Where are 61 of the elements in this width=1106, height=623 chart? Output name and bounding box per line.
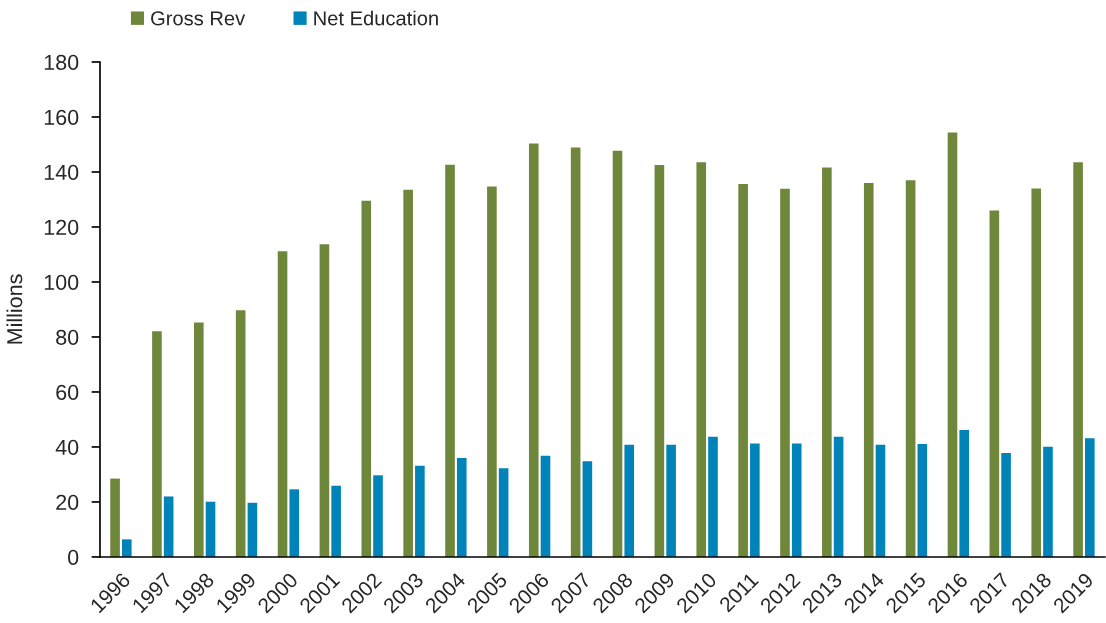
bar bbox=[1085, 438, 1095, 557]
bar bbox=[822, 167, 832, 557]
bar bbox=[277, 251, 288, 557]
y-tick-label: 60 bbox=[56, 384, 79, 400]
bar bbox=[791, 443, 802, 557]
bar bbox=[612, 150, 623, 557]
bar bbox=[528, 143, 539, 557]
y-axis-title: Millions bbox=[6, 274, 23, 344]
bar bbox=[235, 310, 246, 557]
bar bbox=[205, 501, 216, 557]
y-tick-label: 20 bbox=[56, 494, 79, 510]
y-tick-label: 160 bbox=[44, 109, 79, 125]
legend-label: Net Education bbox=[314, 10, 438, 26]
y-tick-label: 80 bbox=[56, 329, 79, 345]
bar bbox=[1043, 446, 1053, 557]
bar bbox=[403, 189, 413, 557]
bar bbox=[947, 132, 958, 557]
bar bbox=[905, 180, 916, 557]
bar bbox=[445, 164, 455, 557]
bar bbox=[708, 436, 718, 557]
y-tick-label: 180 bbox=[44, 54, 79, 70]
bar bbox=[654, 165, 665, 557]
bar bbox=[959, 429, 970, 557]
bar bbox=[121, 539, 132, 557]
bar bbox=[456, 457, 467, 557]
y-tick-label: 140 bbox=[44, 164, 79, 180]
bar bbox=[666, 444, 676, 557]
bar bbox=[738, 184, 748, 557]
y-tick-label: 40 bbox=[55, 439, 79, 455]
bar bbox=[875, 444, 886, 557]
bar bbox=[624, 444, 635, 557]
bar bbox=[1073, 162, 1083, 557]
bar bbox=[415, 465, 425, 557]
bar bbox=[780, 188, 790, 557]
bar bbox=[750, 443, 760, 557]
bar bbox=[361, 200, 372, 557]
bar bbox=[163, 496, 174, 557]
bar bbox=[863, 182, 874, 557]
bar bbox=[833, 436, 844, 557]
bar bbox=[289, 489, 300, 557]
bar bbox=[570, 147, 581, 557]
y-tick-label: 0 bbox=[68, 549, 79, 565]
bar bbox=[1031, 188, 1042, 557]
legend-label: Gross Rev bbox=[151, 11, 246, 26]
bar bbox=[498, 468, 509, 557]
bar bbox=[331, 485, 341, 557]
bar bbox=[540, 455, 551, 557]
bar bbox=[110, 478, 120, 557]
bar bbox=[917, 443, 928, 557]
bar bbox=[487, 186, 497, 557]
bar bbox=[989, 210, 1000, 557]
bar bbox=[1001, 453, 1011, 557]
y-tick-label: 100 bbox=[44, 274, 79, 290]
bar bbox=[193, 322, 204, 557]
bar bbox=[696, 162, 707, 557]
bar bbox=[373, 475, 383, 557]
bar bbox=[319, 244, 330, 557]
bar bbox=[152, 331, 162, 557]
y-tick-label: 120 bbox=[44, 219, 79, 235]
bar bbox=[247, 502, 258, 557]
bar bbox=[582, 461, 593, 557]
